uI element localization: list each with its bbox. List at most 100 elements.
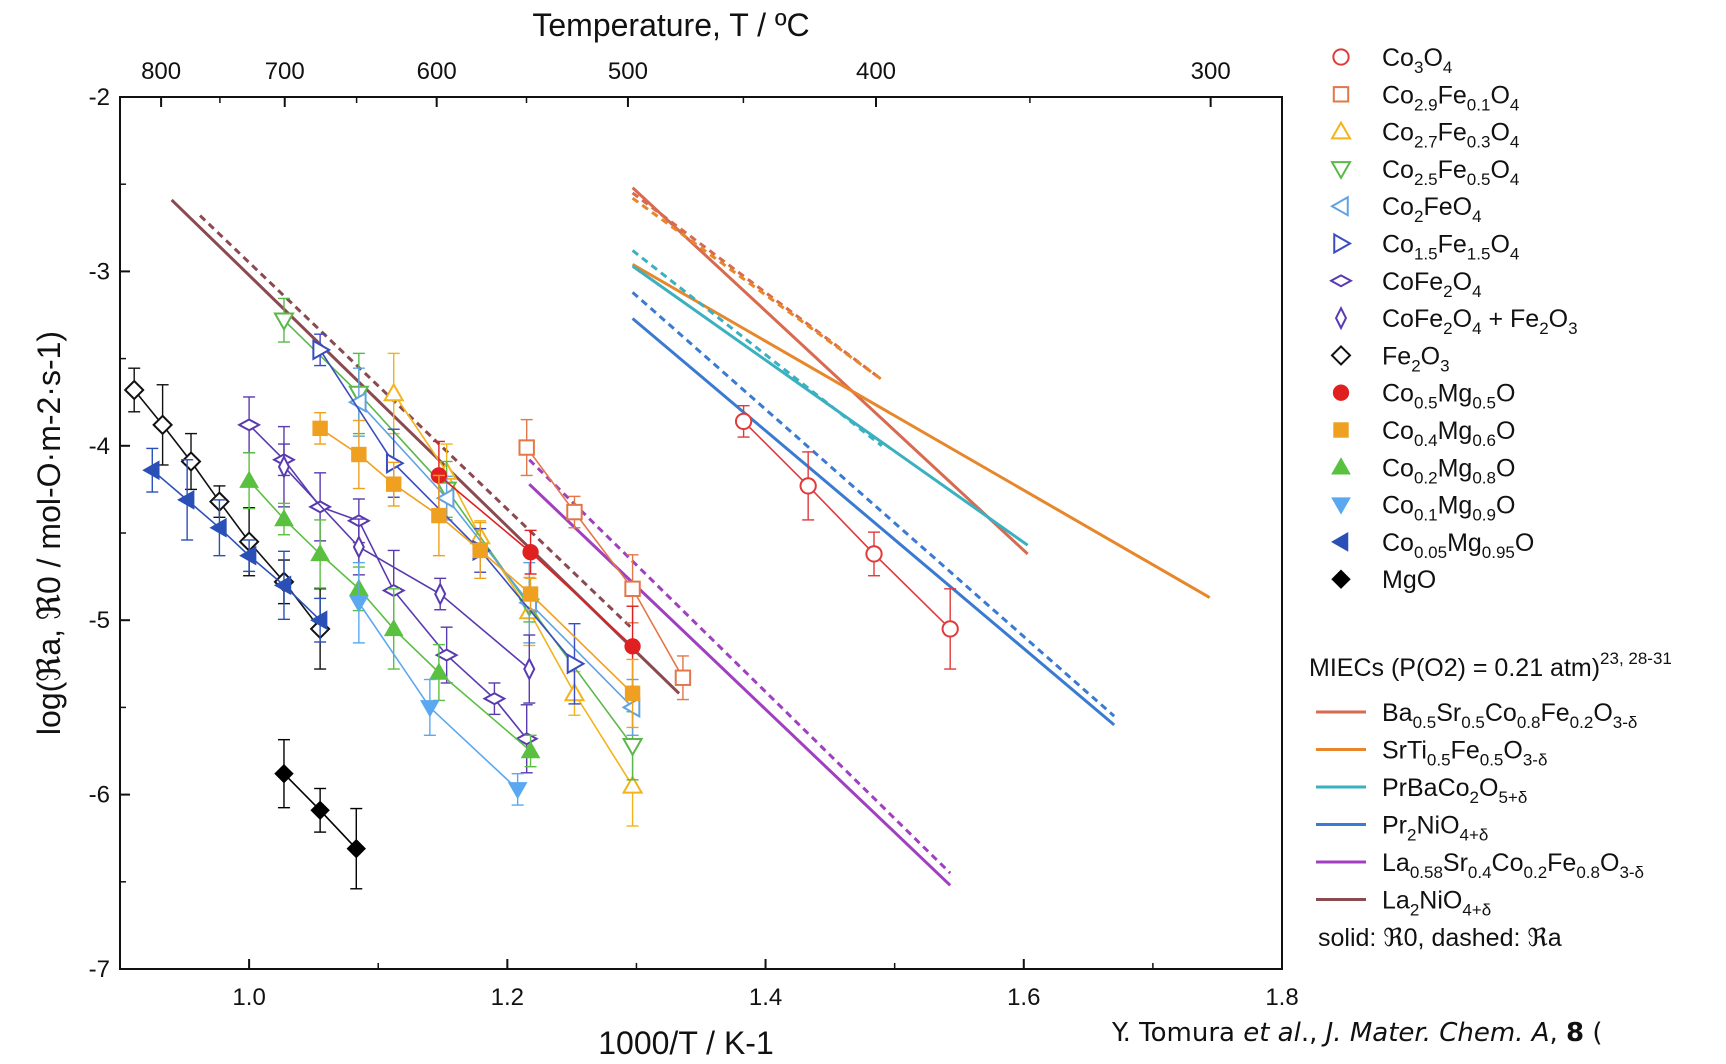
legend-entry: CoFe2O4 + Fe2O3 [1334,305,1578,338]
data-point [274,509,294,527]
miec-legend-label: La2NiO4+δ [1382,887,1491,920]
legend-label: Co0.2Mg0.8O [1382,454,1515,487]
data-point [310,610,328,631]
legend-label: CoFe2O4 + Fe2O3 [1382,305,1578,338]
y-axis-title: log(ℜa, ℜ0 / mol-O·m-2·s-1) [31,331,67,735]
series-line [151,469,321,621]
y-tick-label: -2 [89,84,110,111]
legend-label: Co1.5Fe1.5O4 [1382,231,1519,264]
citation-middle: ., [1300,1018,1326,1048]
legend-label: Co2FeO4 [1382,193,1482,226]
series-group [312,411,641,729]
miec-legend-heading: MIECs (P(O2) = 0.21 atm)23, 28-31 [1309,649,1672,682]
series-line [743,420,951,630]
x-tick-label: 1.6 [1007,984,1040,1011]
data-point [520,740,541,759]
data-point [277,454,291,479]
legend-label: Co2.9Fe0.1O4 [1382,81,1519,114]
data-point [152,414,174,436]
top-tick-label: 700 [265,58,305,85]
data-point [348,595,369,613]
data-point [624,580,641,598]
miec-legend-label: La0.58Sr0.4Co0.2Fe0.8O3-δ [1382,849,1644,882]
legend-entry: Co1.5Fe1.5O4 [1333,231,1519,264]
legend-label: Fe2O3 [1382,342,1450,375]
data-point [734,412,753,431]
legend-entry: Co0.1Mg0.9O [1331,492,1515,525]
plot-area [123,186,1211,890]
data-point [312,420,328,437]
miec-legend-label: PrBaCo2O5+δ [1382,774,1527,807]
series-line [319,349,576,665]
legend-label: MgO [1382,566,1436,594]
data-point [507,782,528,800]
data-point [310,800,330,821]
legend-label: Co3O4 [1382,44,1452,77]
data-point [621,774,644,794]
legend-entry: Co0.4Mg0.6O [1333,417,1515,450]
series-line [393,393,634,787]
data-point [522,544,539,561]
miec-dashed-line [199,214,634,631]
data-point [566,503,583,521]
y-tick-label: -5 [89,607,110,634]
miec-legend-entry: La2NiO4+δ [1316,887,1491,920]
miec-line-group [631,249,1029,547]
top-tick-label: 500 [608,58,648,85]
data-point [434,648,459,662]
data-point [429,662,449,680]
miec-legend-label: SrTi0.5Fe0.5O3-δ [1382,737,1547,770]
x-tick-label: 1.8 [1265,984,1298,1011]
top-axis-title: Temperature, T / ºC [532,7,809,43]
legend-marker [1329,195,1349,217]
legend-entry: CoFe2O4 [1329,268,1482,301]
series-group [734,404,959,670]
miec-legend-label: Pr2NiO4+δ [1382,812,1488,845]
data-point [351,446,367,463]
miec-line-group [528,458,952,887]
series-group [142,447,328,643]
legend-marker [1330,344,1352,366]
y-tick-label: -3 [89,258,110,285]
data-point [273,575,292,596]
legend-marker [1330,532,1349,552]
miec-solid-line [528,483,952,887]
legend-marker [1333,422,1349,438]
data-point [180,451,202,472]
data-point [621,738,644,757]
legend-entry: Co0.5Mg0.5O [1332,380,1515,413]
data-point [383,618,404,637]
legend-label: Co0.5Mg0.5O [1382,380,1515,413]
legend-entry: MgO [1331,566,1436,594]
miec-legend-entry: Pr2NiO4+δ [1316,812,1488,845]
miec-line-group [631,291,1116,726]
miec-legend-entry: Ba0.5Sr0.5Co0.8Fe0.2O3-δ [1316,699,1637,732]
data-point [523,656,536,682]
y-tick-label: -4 [89,433,110,460]
legend-entry: Co3O4 [1332,44,1452,77]
series-line [358,401,634,708]
series-line [319,427,634,694]
data-point [514,732,539,746]
data-point [386,476,402,492]
data-point [431,507,447,524]
legend-marker [1330,161,1352,180]
miec-legend-entry: PrBaCo2O5+δ [1316,774,1527,807]
citation-tail: ( [1584,1018,1603,1048]
series-group [274,738,366,890]
miec-dashed-line [631,291,1116,718]
legend-marker [1331,569,1351,589]
series-line [526,447,684,679]
legend-entry: Fe2O3 [1330,342,1450,375]
legend-label: Co2.5Fe0.5O4 [1382,156,1519,189]
series-group [239,452,541,768]
data-point [310,543,330,562]
data-point [621,696,641,719]
legend-entry: Co2.7Fe0.3O4 [1330,119,1519,152]
data-point [865,545,883,563]
data-point [274,763,294,784]
legend-marker [1331,457,1351,475]
legend-entry: Co0.05Mg0.95O [1330,529,1534,562]
data-point [352,534,365,560]
